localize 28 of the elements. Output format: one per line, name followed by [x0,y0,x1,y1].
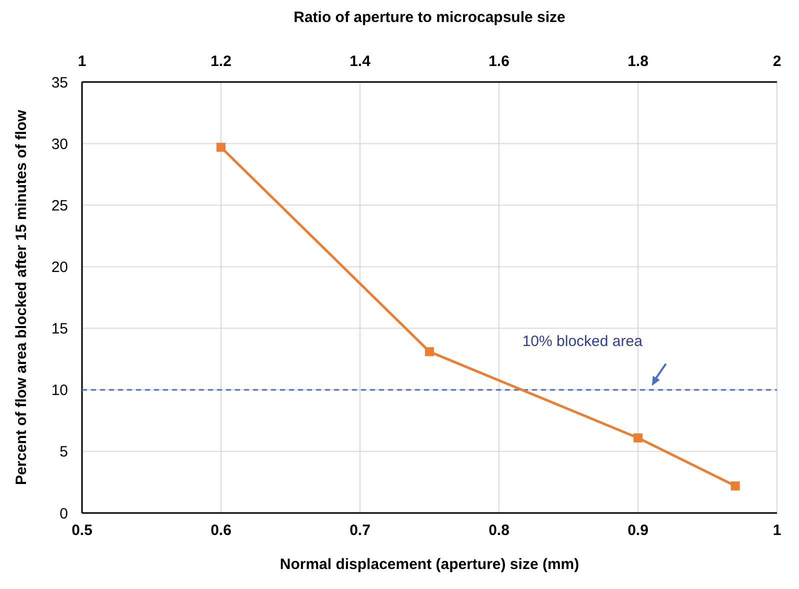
x-tick-label: 0.6 [210,522,232,539]
y-tick-label: 0 [60,505,68,522]
x-tick-label: 0.5 [72,522,92,539]
x-tick-label: 1 [772,522,782,539]
x-tick-label: 0.8 [488,522,510,539]
x2-tick-label: 1.4 [350,53,372,70]
point [425,347,434,356]
y-tick-label: 10 [51,382,68,400]
x-tick-label: 0.7 [350,522,370,539]
x-tick-label: 0.9 [628,522,648,539]
x2-tick-label: 1 [78,53,86,70]
ref-line-label: 10% blocked area [522,332,644,350]
point [634,433,642,442]
y-tick-label: 30 [51,136,68,153]
y-axis-title: Percent of flow area blocked after 15 minutes of flow [13,110,30,486]
x2-tick-label: 1.2 [210,53,232,70]
x2-tick-label: 1.6 [488,53,510,70]
y-tick-label: 20 [51,258,68,276]
y-tick-label: 35 [51,74,68,92]
x-axis-title: Normal displacement (aperture) size (mm) [280,556,580,573]
y-tick-label: 25 [51,197,68,214]
point [216,142,226,152]
x2-tick-label: 1.8 [628,53,648,70]
y-tick-label: 15 [51,320,68,338]
y-tick-label: 5 [60,444,68,461]
x2-axis-title: Ratio of aperture to microcapsule size [294,9,566,26]
point [730,481,740,490]
x2-tick-label: 2 [772,53,782,70]
